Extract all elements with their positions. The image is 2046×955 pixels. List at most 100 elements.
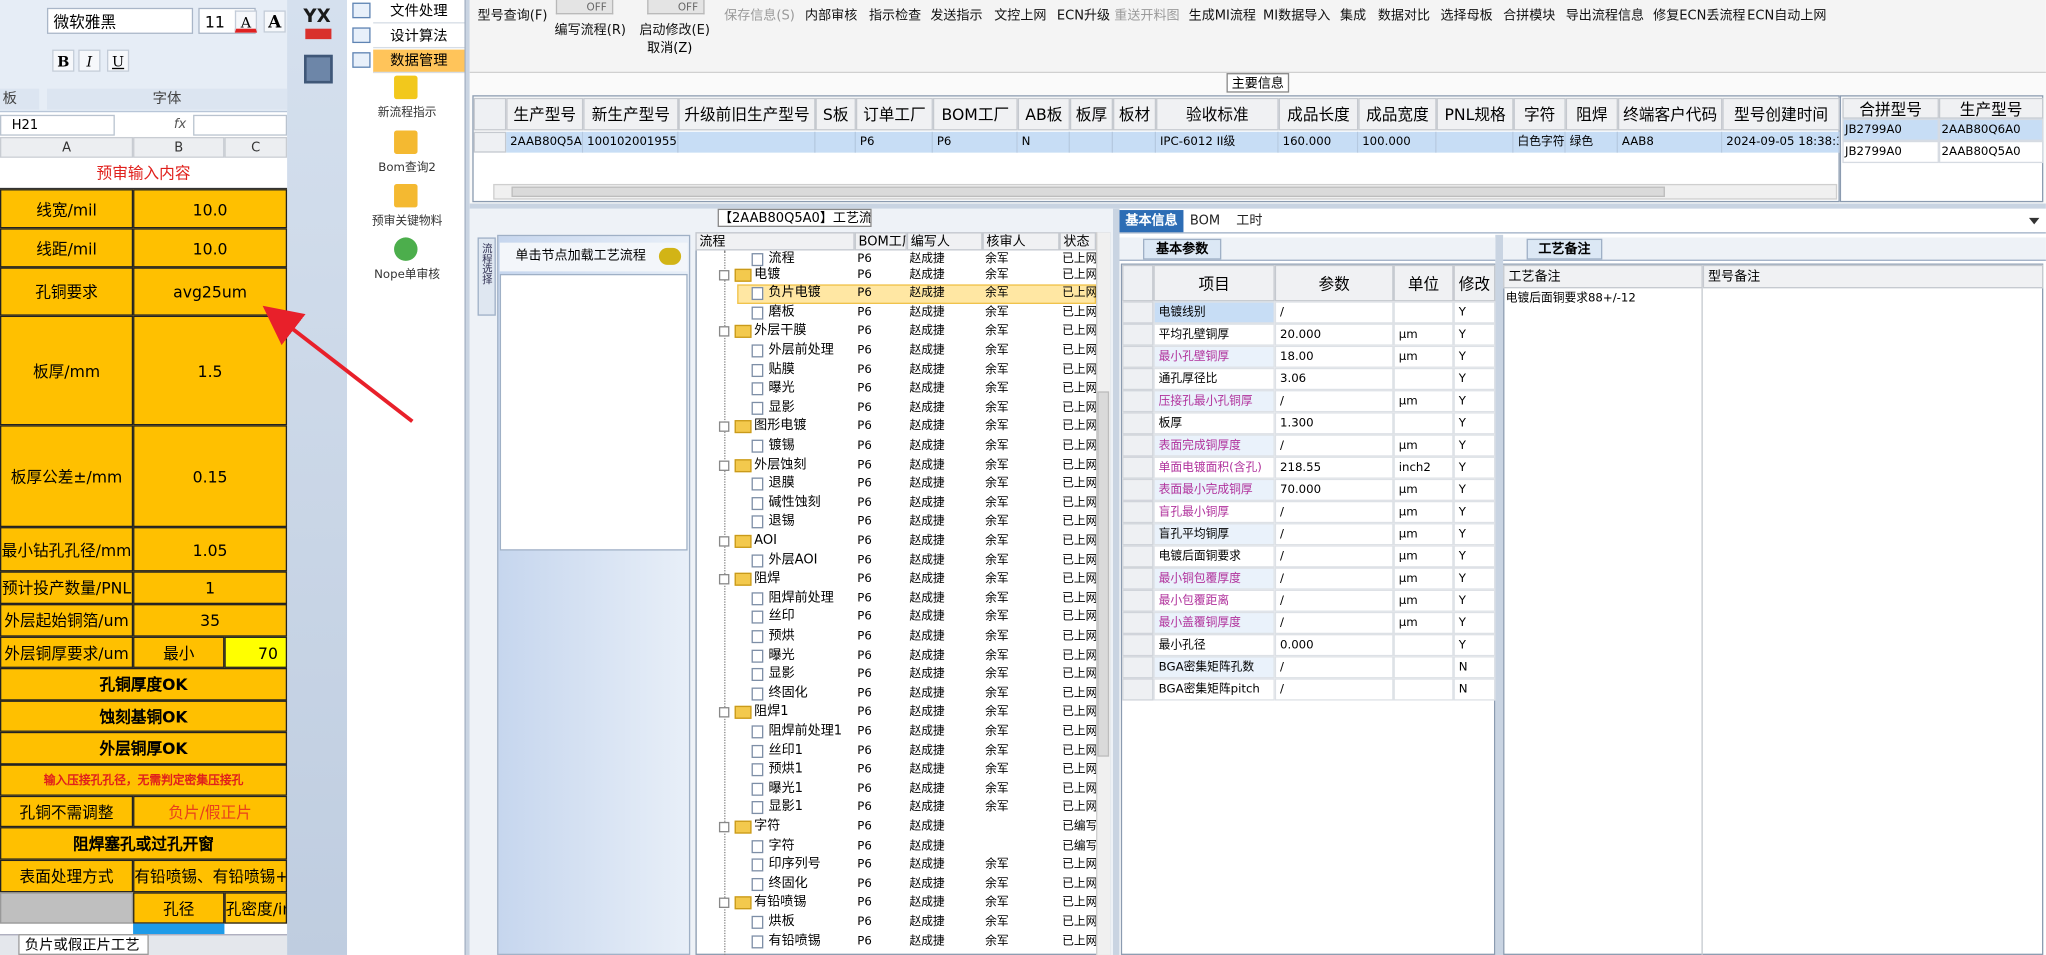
toggle[interactable]: OFF <box>555 0 614 15</box>
cell: Y <box>1453 611 1496 635</box>
tab[interactable]: BOM <box>1189 213 1221 229</box>
tree-node[interactable]: 终固化 <box>768 876 808 891</box>
cell: 1.300 <box>1274 412 1394 435</box>
sub-tab[interactable]: 基本参数 <box>1143 238 1222 260</box>
toolbar-button[interactable]: 选择母板 <box>1440 9 1493 24</box>
tree-node[interactable]: 曝光 <box>768 647 795 663</box>
cell: Y <box>1453 367 1496 391</box>
format-button[interactable]: A <box>263 10 286 33</box>
tree-node[interactable]: 外层前处理 <box>768 343 834 358</box>
cell: / <box>1274 611 1394 635</box>
toolbar-button[interactable]: 导出流程信息 <box>1565 9 1645 24</box>
column-header: 参数 <box>1274 264 1394 302</box>
menu-item[interactable]: 文件处理 <box>373 0 465 24</box>
tree-cell: 余军 <box>985 477 1009 491</box>
tree-node[interactable]: 图形电镀 <box>754 419 807 434</box>
row-selector <box>1122 634 1154 657</box>
format-button[interactable]: B <box>52 49 75 72</box>
toolbar-button[interactable]: MI数据导入 <box>1263 9 1331 24</box>
hint[interactable]: 单击节点加载工艺流程 <box>499 242 688 272</box>
tree-node[interactable]: 外层干膜 <box>754 324 807 339</box>
font-box[interactable]: 微软雅黑 <box>46 7 194 34</box>
tree-node[interactable]: 阻焊1 <box>754 704 789 720</box>
tree-node[interactable]: 显影1 <box>768 800 803 815</box>
cell <box>1393 301 1454 324</box>
tree-node[interactable]: 退锡 <box>768 514 795 529</box>
tree-node[interactable]: 曝光 <box>768 381 795 396</box>
tree-node[interactable]: 丝印 <box>768 609 795 625</box>
format-button[interactable]: I <box>78 49 101 72</box>
toolbar-button[interactable]: 数据对比 <box>1377 9 1431 24</box>
sub-tab[interactable]: 工艺备注 <box>1526 238 1603 260</box>
tree-node[interactable]: 印序列号 <box>768 857 821 872</box>
tab[interactable]: 工时 <box>1236 213 1263 229</box>
tree-node[interactable]: 电镀 <box>754 266 781 282</box>
cell-label: 外层铜厚要求/um <box>0 636 134 668</box>
tree-node[interactable]: 磨板 <box>768 305 795 320</box>
tree-node[interactable]: 显影 <box>768 666 795 682</box>
tree-node[interactable]: 阻焊前处理 <box>768 590 834 606</box>
tree-node[interactable]: 显影 <box>768 400 795 415</box>
tree-cell: 余军 <box>985 420 1009 434</box>
tree-node[interactable]: 有铅喷锡 <box>768 933 821 948</box>
toolbar-button[interactable]: 集成 <box>1340 9 1367 24</box>
tree-node[interactable]: 曝光1 <box>768 781 803 796</box>
tree-node[interactable]: 有铅喷锡 <box>754 895 807 910</box>
tree-node[interactable]: 碱性蚀刻 <box>768 495 821 510</box>
toolbar-button[interactable]: 发送指示 <box>930 9 983 24</box>
tree-node[interactable]: 流程 <box>768 251 795 266</box>
menu-item[interactable]: 设计算法 <box>373 25 465 49</box>
tree-node[interactable]: 退膜 <box>768 476 795 491</box>
cell: N <box>1453 656 1496 679</box>
toolbar-button[interactable]: 取消(Z) <box>647 41 693 57</box>
tree-node[interactable]: 阻焊前处理1 <box>768 724 843 739</box>
tool-button[interactable]: 预审关键物料 <box>371 215 443 229</box>
column-header: C <box>224 136 288 158</box>
tree-node[interactable]: 预烘1 <box>768 762 803 777</box>
column-header: BOM工厂 <box>932 97 1018 131</box>
tree-node[interactable]: 外层AOI <box>768 552 818 567</box>
tree-cell: 赵成捷 <box>909 496 945 510</box>
tree-cell: 赵成捷 <box>909 877 945 891</box>
toolbar-button[interactable]: 内部审核 <box>805 9 858 24</box>
toolbar-button[interactable]: 生成MI流程 <box>1188 9 1256 24</box>
toolbar-button[interactable]: 修复ECN丢流程 <box>1653 9 1745 24</box>
format-button[interactable]: U <box>106 49 130 72</box>
sheet-tab[interactable]: 负片或假正片工艺 <box>18 934 149 955</box>
tree-node[interactable]: 阻焊 <box>754 571 781 587</box>
tree-node[interactable]: 负片电镀 <box>768 285 821 301</box>
tree-node[interactable]: 丝印1 <box>768 743 803 758</box>
toolbar-button[interactable]: 指示检查 <box>868 9 922 24</box>
tool-button[interactable]: 新流程指示 <box>377 106 437 121</box>
tree-node[interactable]: 外层蚀刻 <box>754 457 807 472</box>
cell <box>1393 367 1454 391</box>
tree-node[interactable]: 预烘 <box>768 628 795 644</box>
tree-node[interactable]: 字符 <box>754 819 781 834</box>
tool-button[interactable]: Bom查询2 <box>378 161 436 175</box>
format-button[interactable]: A <box>234 10 258 33</box>
toolbar-button[interactable]: 文控上网 <box>994 9 1047 24</box>
tree-node[interactable]: 贴膜 <box>768 362 795 377</box>
tree-node[interactable]: 字符 <box>768 838 795 853</box>
tree-cell: 已上网 <box>1062 858 1097 872</box>
toolbar-button[interactable]: ECN自动上网 <box>1747 9 1827 24</box>
toolbar-button[interactable]: ECN升级 <box>1056 9 1111 24</box>
toolbar-button[interactable]: 型号查询(F) <box>477 9 548 24</box>
toggle[interactable]: OFF <box>647 0 705 15</box>
tool-icon <box>394 130 418 154</box>
tree-cell: P6 <box>857 877 872 891</box>
tab[interactable]: 基本信息 <box>1119 210 1184 233</box>
row-selector-header <box>1122 264 1154 302</box>
name-box[interactable]: H21 <box>0 114 115 136</box>
tool-button[interactable]: Nope单审核 <box>374 268 441 282</box>
menu-item[interactable]: 数据管理 <box>373 49 465 74</box>
toolbar-button[interactable]: 启动修改(E) <box>639 23 710 38</box>
tree-node[interactable]: 镀锡 <box>768 438 795 453</box>
tree-cell: 已上网 <box>1062 515 1097 529</box>
toolbar-button[interactable]: 编写流程(R) <box>554 23 626 38</box>
tree-node[interactable]: AOI <box>754 533 778 548</box>
tree-node[interactable]: 烘板 <box>768 914 795 929</box>
toolbar-button[interactable]: 合拼模块 <box>1503 9 1556 24</box>
node-icon <box>751 858 764 872</box>
tree-node[interactable]: 终固化 <box>768 685 808 701</box>
